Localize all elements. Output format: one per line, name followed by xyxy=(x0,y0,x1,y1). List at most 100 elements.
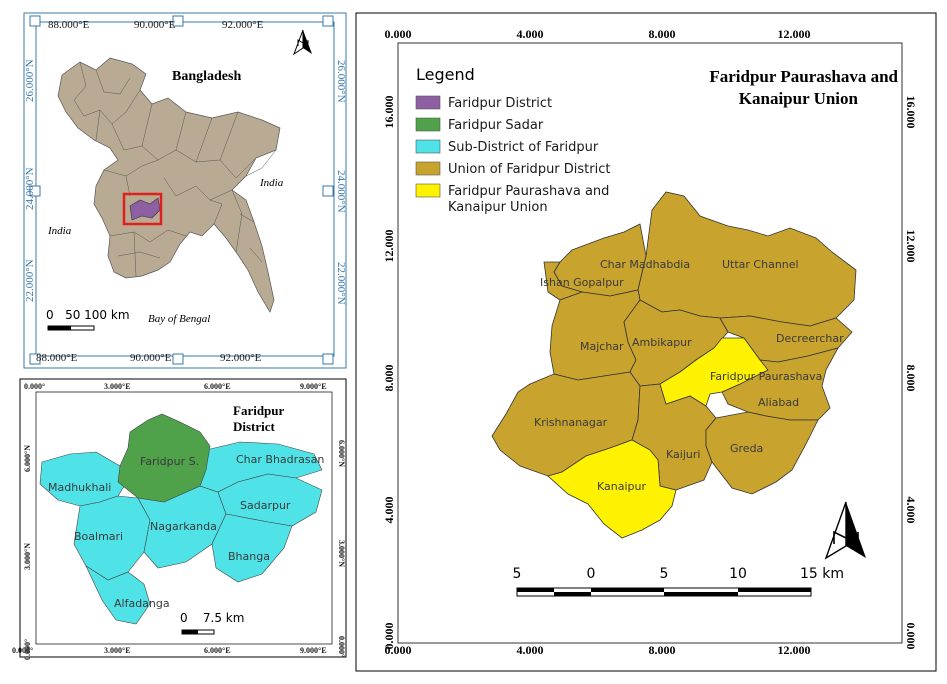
label-madhukhali: Madhukhali xyxy=(48,481,111,494)
upazila-faridpur-sadar xyxy=(117,413,211,503)
bd-right-tick-1: 26.000°N xyxy=(335,60,347,103)
legend-label-4: Union of Faridpur District xyxy=(448,162,610,177)
scale-label-2: 0 xyxy=(587,566,596,582)
fd-top-tick-1: 0.000° xyxy=(24,382,45,391)
legend-swatch-5 xyxy=(415,183,441,198)
main-scale-bar: 5 0 5 10 15 km xyxy=(513,566,844,597)
bangladesh-landmass xyxy=(57,57,281,313)
faridpur-highlight-box xyxy=(122,192,163,226)
main-left-tick-3: 8.000 xyxy=(382,365,396,392)
label-kaijuri: Kaijuri xyxy=(666,448,700,461)
label-nagarkanda: Nagarkanda xyxy=(150,520,217,533)
bd-right-tick-2: 24.000°N xyxy=(335,170,347,213)
union-kanaipur xyxy=(547,439,677,539)
scale-label-1: 5 xyxy=(513,566,522,582)
legend-label-5: Faridpur Paurashava and xyxy=(448,184,609,199)
main-title-line2: Kanaipur Union xyxy=(739,89,859,108)
main-top-tick-3: 8.000 xyxy=(649,27,676,41)
main-left-tick-1: 16.000 xyxy=(382,96,396,129)
india-east-label: India xyxy=(259,177,284,189)
fd-bottom-tick-4: 9.000°E xyxy=(300,646,327,655)
label-decreerchar: Decreerchar xyxy=(776,332,844,345)
main-left-tick-4: 4.000 xyxy=(382,497,396,524)
fd-left-tick-3: 0.000° xyxy=(23,639,32,660)
bangladesh-scale-label: 0 50 100 km xyxy=(46,308,130,322)
label-ishan-gopalpur: Ishan Gopalpur xyxy=(540,276,624,289)
main-bottom-tick-1: 0.000 xyxy=(385,643,412,657)
scale-label-5: 15 km xyxy=(800,566,844,582)
bd-right-tick-3: 22.000°N xyxy=(335,262,347,305)
label-uttar-channel: Uttar Channel xyxy=(722,258,799,271)
main-left-tick-5: 0.000 xyxy=(382,623,396,650)
main-right-tick-4: 4.000 xyxy=(904,497,918,524)
union-ishan-gopalpur xyxy=(543,261,584,301)
label-faridpur-s: Faridpur S. xyxy=(140,455,199,468)
label-faridpur-paurashava: Faridpur Paurashava xyxy=(710,370,822,383)
legend: Legend Faridpur District Faridpur Sadar … xyxy=(415,65,610,215)
legend-swatch-1 xyxy=(415,95,441,110)
district-boundaries xyxy=(73,61,277,277)
main-bottom-tick-4: 12.000 xyxy=(778,643,811,657)
faridpur-district-inset: Faridpur District Faridpur S. Char Bhadr… xyxy=(12,378,347,660)
label-krishnanagar: Krishnanagar xyxy=(534,416,608,429)
north-arrow-icon xyxy=(292,29,312,56)
scale-label-3: 5 xyxy=(660,566,669,582)
label-bhanga: Bhanga xyxy=(228,550,270,563)
union-faridpur-paurashava xyxy=(659,337,769,407)
main-top-tick-1: 0.000 xyxy=(385,27,412,41)
bd-bottom-tick-2: 90.000°E xyxy=(130,352,172,364)
bangladesh-inset: Bangladesh India India Bay of Bengal 0 5… xyxy=(23,12,347,369)
label-char-madhabdia: Char Madhabdia xyxy=(600,258,690,271)
fd-left-tick-2: 3.000°N xyxy=(23,543,32,570)
legend-swatch-3 xyxy=(415,139,441,154)
main-bottom-tick-3: 8.000 xyxy=(649,643,676,657)
main-right-tick-2: 12.000 xyxy=(904,230,918,263)
fd-top-tick-4: 9.000°E xyxy=(300,382,327,391)
fd-bottom-tick-3: 6.000°E xyxy=(204,646,231,655)
label-greda: Greda xyxy=(730,442,763,455)
label-boalmari: Boalmari xyxy=(74,530,123,543)
bd-left-tick-2: 24.000°N xyxy=(24,167,36,210)
label-ambikapur: Ambikapur xyxy=(632,336,692,349)
fd-right-tick-1: 6.000°N xyxy=(337,440,346,467)
bangladesh-title: Bangladesh xyxy=(172,69,241,84)
main-left-tick-2: 12.000 xyxy=(382,230,396,263)
bd-top-tick-2: 90.000°E xyxy=(134,19,176,31)
upazila-bhanga xyxy=(211,513,293,583)
legend-label-3: Sub-District of Faridpur xyxy=(448,140,599,155)
bd-left-tick-1: 26.000°N xyxy=(24,59,36,102)
fd-right-tick-3: 0.000° xyxy=(337,636,346,657)
main-map: Char Madhabdia Uttar Channel Ishan Gopal… xyxy=(355,12,937,672)
main-top-tick-4: 12.000 xyxy=(778,27,811,41)
main-top-tick-2: 4.000 xyxy=(517,27,544,41)
faridpur-title-line2: District xyxy=(233,419,276,434)
label-char-bhadrasan: Char Bhadrasan xyxy=(236,453,324,466)
scale-label-4: 10 xyxy=(729,566,747,582)
bangladesh-scale-bar xyxy=(47,325,95,331)
bd-top-tick-1: 88.000°E xyxy=(48,19,90,31)
legend-swatch-4 xyxy=(415,161,441,176)
faridpur-scale-bar xyxy=(181,629,215,635)
label-sadarpur: Sadarpur xyxy=(240,499,291,512)
main-bottom-tick-2: 4.000 xyxy=(517,643,544,657)
india-west-label: India xyxy=(47,225,72,237)
legend-label-5b: Kanaipur Union xyxy=(448,200,548,215)
union-greda xyxy=(705,411,819,495)
legend-label-2: Faridpur Sadar xyxy=(448,118,544,133)
bd-bottom-tick-1: 88.000°E xyxy=(36,352,78,364)
fd-top-tick-3: 6.000°E xyxy=(204,382,231,391)
fd-bottom-tick-2: 3.000°E xyxy=(104,646,131,655)
label-kanaipur: Kanaipur xyxy=(597,480,646,493)
fd-left-tick-1: 6.000°N xyxy=(23,445,32,472)
bd-bottom-tick-3: 92.000°E xyxy=(220,352,262,364)
bd-top-tick-3: 92.000°E xyxy=(222,19,264,31)
label-alfadanga: Alfadanga xyxy=(114,597,170,610)
fd-top-tick-2: 3.000°E xyxy=(104,382,131,391)
upazila-alfadanga xyxy=(85,565,151,625)
faridpur-title-line1: Faridpur xyxy=(233,403,285,418)
label-majchar: Majchar xyxy=(580,340,624,353)
fd-bottom-tick-1: 0.000° xyxy=(12,646,33,655)
main-right-tick-3: 8.000 xyxy=(904,365,918,392)
main-right-tick-1: 16.000 xyxy=(904,96,918,129)
main-title-line1: Faridpur Paurashava and xyxy=(709,67,898,86)
